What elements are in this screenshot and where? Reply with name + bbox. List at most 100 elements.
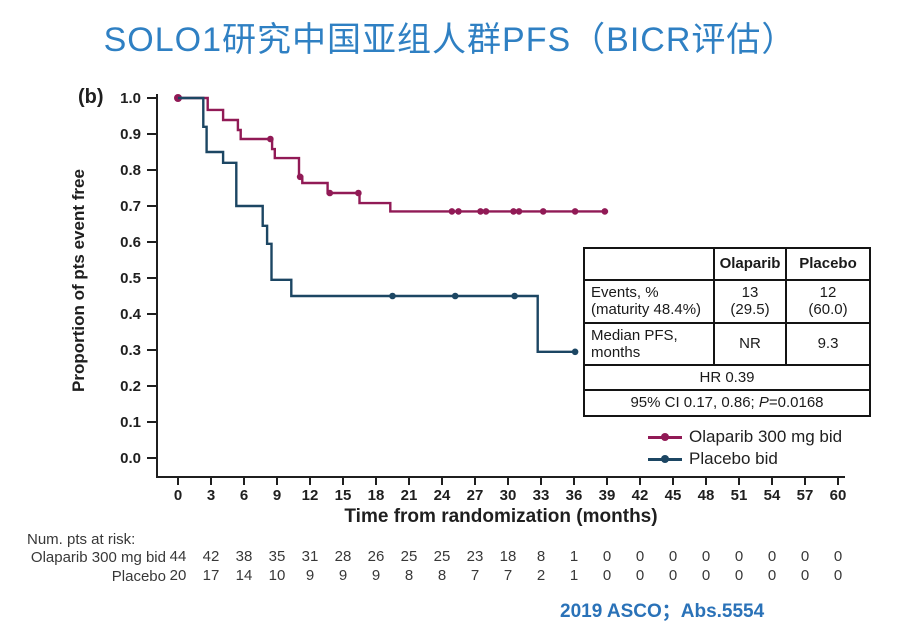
median-label-line2: months xyxy=(591,343,641,361)
legend-item-placebo: Placebo bid xyxy=(648,449,842,469)
at-risk-count: 0 xyxy=(669,567,677,584)
at-risk-count: 0 xyxy=(636,548,644,565)
stats-header-olaparib: Olaparib xyxy=(713,247,787,281)
at-risk-count: 42 xyxy=(203,548,220,565)
at-risk-label-olaparib: Olaparib 300 mg bid xyxy=(30,549,166,566)
x-tick-label: 21 xyxy=(401,487,418,504)
at-risk-count: 0 xyxy=(834,567,842,584)
confidence-interval-value: 95% CI 0.17, 0.86; P=0.0168 xyxy=(583,389,871,417)
at-risk-count: 8 xyxy=(537,548,545,565)
at-risk-count: 0 xyxy=(735,567,743,584)
source-citation: 2019 ASCO；Abs.5554 xyxy=(560,601,765,622)
stats-table: Olaparib Placebo Events, % (maturity 48.… xyxy=(583,247,871,417)
censor-marker xyxy=(571,348,579,356)
y-tick-label: 0.0 xyxy=(120,450,141,467)
at-risk-count: 8 xyxy=(438,567,446,584)
y-tick-label: 0.2 xyxy=(120,378,141,395)
at-risk-count: 0 xyxy=(603,548,611,565)
x-tick-label: 12 xyxy=(302,487,319,504)
censor-marker xyxy=(296,173,304,181)
y-tick-label: 0.9 xyxy=(120,126,141,143)
y-tick-label: 0.3 xyxy=(120,342,141,359)
hazard-ratio-value: HR 0.39 xyxy=(583,363,871,392)
y-tick-label: 0.7 xyxy=(120,198,141,215)
x-tick-label: 42 xyxy=(632,487,649,504)
censor-marker xyxy=(326,189,334,197)
x-tick-label: 24 xyxy=(434,487,451,504)
at-risk-count: 0 xyxy=(801,567,809,584)
censor-marker xyxy=(448,208,456,215)
x-tick-label: 57 xyxy=(797,487,814,504)
at-risk-count: 44 xyxy=(170,548,187,565)
censor-marker xyxy=(539,208,547,215)
ci-text: 95% CI 0.17, 0.86; xyxy=(630,394,759,412)
x-tick-label: 54 xyxy=(764,487,781,504)
events-placebo-pct: (60.0) xyxy=(808,301,848,319)
at-risk-count: 0 xyxy=(603,567,611,584)
median-olaparib-value: NR xyxy=(713,321,787,366)
at-risk-heading: Num. pts at risk: xyxy=(27,531,136,548)
censor-marker xyxy=(389,292,396,300)
x-tick-label: 45 xyxy=(665,487,682,504)
at-risk-count: 31 xyxy=(302,548,319,565)
at-risk-count: 0 xyxy=(702,548,710,565)
at-risk-count: 0 xyxy=(801,548,809,565)
y-axis-label: Proportion of pts event free xyxy=(69,169,88,393)
x-tick-label: 18 xyxy=(368,487,385,504)
legend-line-marker-icon xyxy=(648,455,682,463)
at-risk-count: 17 xyxy=(203,567,220,584)
x-tick-label: 60 xyxy=(830,487,847,504)
y-tick-label: 0.6 xyxy=(120,234,141,251)
placebo-curve xyxy=(178,96,579,356)
legend-label: Olaparib 300 mg bid xyxy=(689,427,843,446)
at-risk-count: 0 xyxy=(702,567,710,584)
censor-marker xyxy=(455,208,462,215)
x-tick-label: 36 xyxy=(566,487,583,504)
censor-marker xyxy=(571,208,579,215)
x-tick-label: 30 xyxy=(500,487,517,504)
at-risk-count: 2 xyxy=(537,567,545,584)
at-risk-label-placebo: Placebo xyxy=(111,568,166,585)
at-risk-count: 0 xyxy=(768,567,776,584)
x-axis-label: Time from randomization (months) xyxy=(344,506,658,527)
at-risk-count: 0 xyxy=(636,567,644,584)
events-label-line1: Events, % xyxy=(591,284,659,301)
at-risk-count: 14 xyxy=(236,567,253,584)
events-placebo-value: 12 (60.0) xyxy=(785,279,871,324)
median-label: Median PFS, months xyxy=(583,321,715,366)
at-risk-count: 25 xyxy=(401,548,418,565)
x-tick-label: 39 xyxy=(599,487,616,504)
legend: Olaparib 300 mg bid Placebo bid xyxy=(648,427,842,469)
at-risk-count: 0 xyxy=(768,548,776,565)
y-tick-label: 0.4 xyxy=(120,306,142,323)
legend-label: Placebo bid xyxy=(689,449,778,468)
median-label-line1: Median PFS, xyxy=(591,326,678,344)
page-title: SOLO1研究中国亚组人群PFS（BICR评估） xyxy=(103,21,797,59)
censor-marker xyxy=(511,292,518,300)
stats-header-placebo: Placebo xyxy=(785,247,871,281)
olaparib-curve xyxy=(174,94,609,215)
at-risk-count: 10 xyxy=(269,567,286,584)
x-tick-label: 51 xyxy=(731,487,748,504)
events-olaparib-value: 13 (29.5) xyxy=(713,279,787,324)
at-risk-count: 7 xyxy=(471,567,479,584)
at-risk-count: 1 xyxy=(570,548,578,565)
at-risk-count: 0 xyxy=(834,548,842,565)
events-olaparib-n: 13 xyxy=(741,284,759,301)
at-risk-count: 18 xyxy=(500,548,517,565)
x-tick-label: 27 xyxy=(467,487,484,504)
x-tick-label: 15 xyxy=(335,487,352,504)
censor-marker xyxy=(510,208,517,215)
at-risk-count: 26 xyxy=(368,548,385,565)
at-risk-count: 25 xyxy=(434,548,451,565)
at-risk-count: 28 xyxy=(335,548,352,565)
at-risk-count: 9 xyxy=(372,567,380,584)
events-label: Events, % (maturity 48.4%) xyxy=(583,279,715,324)
p-symbol: P xyxy=(758,394,769,412)
at-risk-count: 0 xyxy=(669,548,677,565)
stats-header-empty xyxy=(583,247,715,281)
at-risk-count: 7 xyxy=(504,567,512,584)
stats-row-hr: HR 0.39 xyxy=(583,363,871,392)
stats-row-median: Median PFS, months NR 9.3 xyxy=(583,321,871,366)
censor-marker xyxy=(267,135,274,143)
